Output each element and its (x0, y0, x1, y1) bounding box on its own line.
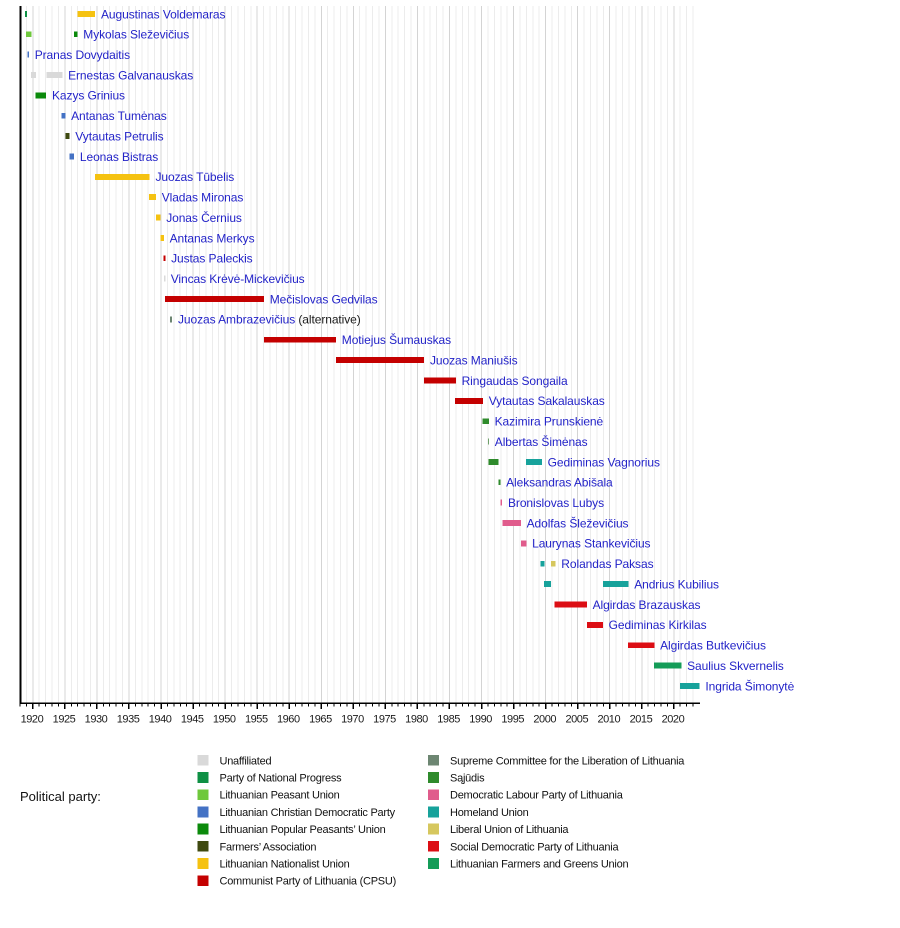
svg-text:Bronislovas Lubys: Bronislovas Lubys (508, 496, 604, 510)
svg-text:Supreme Committee for the Libe: Supreme Committee for the Liberation of … (450, 755, 685, 767)
svg-text:1975: 1975 (373, 713, 396, 725)
svg-text:Unaffiliated: Unaffiliated (220, 755, 272, 767)
svg-text:1960: 1960 (277, 713, 300, 725)
svg-text:Ernestas Galvanauskas: Ernestas Galvanauskas (68, 68, 193, 82)
svg-text:1990: 1990 (469, 713, 492, 725)
svg-text:Juozas Ambrazevičius (alternat: Juozas Ambrazevičius (alternative) (178, 313, 361, 327)
svg-text:Ringaudas Songaila: Ringaudas Songaila (462, 374, 568, 388)
svg-text:1945: 1945 (181, 713, 204, 725)
svg-text:Mečislovas Gedvilas: Mečislovas Gedvilas (270, 292, 378, 306)
svg-text:Juozas Maniušis: Juozas Maniušis (430, 353, 518, 367)
svg-text:Antanas Merkys: Antanas Merkys (170, 231, 255, 245)
svg-text:1950: 1950 (213, 713, 236, 725)
svg-text:Political party:: Political party: (20, 789, 101, 804)
svg-text:Kazys Grinius: Kazys Grinius (52, 89, 125, 103)
svg-text:Vladas Mironas: Vladas Mironas (162, 191, 244, 205)
svg-text:Motiejus Šumauskas: Motiejus Šumauskas (342, 332, 451, 347)
svg-text:Juozas Tūbelis: Juozas Tūbelis (156, 170, 235, 184)
svg-text:Party of National Progress: Party of National Progress (220, 772, 343, 784)
svg-text:Jonas Černius: Jonas Černius (166, 210, 242, 225)
svg-text:Rolandas Paksas: Rolandas Paksas (561, 557, 653, 571)
svg-text:1980: 1980 (405, 713, 428, 725)
svg-text:Farmers’ Association: Farmers’ Association (220, 841, 317, 853)
svg-text:2000: 2000 (533, 713, 556, 725)
svg-text:1935: 1935 (117, 713, 140, 725)
svg-text:Algirdas Butkevičius: Algirdas Butkevičius (660, 639, 766, 653)
svg-text:1925: 1925 (53, 713, 76, 725)
svg-text:2020: 2020 (662, 713, 685, 725)
svg-text:Lithuanian Peasant Union: Lithuanian Peasant Union (220, 790, 340, 802)
svg-text:2005: 2005 (565, 713, 588, 725)
svg-text:1955: 1955 (245, 713, 268, 725)
svg-text:1965: 1965 (309, 713, 332, 725)
svg-text:1930: 1930 (85, 713, 108, 725)
svg-text:2015: 2015 (630, 713, 653, 725)
svg-text:Andrius Kubilius: Andrius Kubilius (634, 577, 719, 591)
svg-text:Democratic Labour Party of Lit: Democratic Labour Party of Lithuania (450, 790, 624, 802)
svg-text:Lithuanian Nationalist Union: Lithuanian Nationalist Union (220, 858, 350, 870)
svg-text:Albertas Šimėnas: Albertas Šimėnas (495, 434, 588, 449)
svg-text:Sąjūdis: Sąjūdis (450, 772, 485, 784)
svg-text:Ingrida Šimonytė: Ingrida Šimonytė (705, 678, 794, 693)
svg-text:1940: 1940 (149, 713, 172, 725)
svg-text:Lithuanian Christian Democrati: Lithuanian Christian Democratic Party (220, 807, 396, 819)
svg-text:Kazimira Prunskienė: Kazimira Prunskienė (495, 415, 604, 429)
svg-text:Vincas Krėvė-Mickevičius: Vincas Krėvė-Mickevičius (171, 272, 305, 286)
svg-text:Algirdas Brazauskas: Algirdas Brazauskas (593, 598, 701, 612)
svg-text:Saulius Skvernelis: Saulius Skvernelis (687, 659, 784, 673)
svg-text:Social Democratic Party of Lit: Social Democratic Party of Lithuania (450, 841, 619, 853)
svg-text:Augustinas Voldemaras: Augustinas Voldemaras (101, 7, 225, 21)
svg-text:1920: 1920 (21, 713, 44, 725)
svg-text:1970: 1970 (341, 713, 364, 725)
svg-text:Leonas Bistras: Leonas Bistras (80, 150, 158, 164)
svg-text:Laurynas Stankevičius: Laurynas Stankevičius (532, 537, 650, 551)
svg-text:Gediminas Vagnorius: Gediminas Vagnorius (548, 455, 660, 469)
svg-text:Lithuanian Popular Peasants’ U: Lithuanian Popular Peasants’ Union (220, 824, 386, 836)
svg-text:Liberal Union of Lithuania: Liberal Union of Lithuania (450, 824, 569, 836)
svg-text:Homeland Union: Homeland Union (450, 807, 529, 819)
svg-text:Vytautas Petrulis: Vytautas Petrulis (75, 129, 163, 143)
svg-text:1995: 1995 (501, 713, 524, 725)
svg-text:Justas Paleckis: Justas Paleckis (171, 252, 253, 266)
svg-text:2010: 2010 (597, 713, 620, 725)
svg-text:Gediminas Kirkilas: Gediminas Kirkilas (609, 618, 707, 632)
svg-text:Aleksandras Abišala: Aleksandras Abišala (506, 476, 613, 490)
svg-text:1985: 1985 (437, 713, 460, 725)
svg-text:Lithuanian Farmers and Greens: Lithuanian Farmers and Greens Union (450, 858, 628, 870)
svg-text:Antanas Tumėnas: Antanas Tumėnas (71, 109, 167, 123)
svg-text:Vytautas Sakalauskas: Vytautas Sakalauskas (489, 394, 605, 408)
svg-text:Adolfas Šleževičius: Adolfas Šleževičius (527, 515, 629, 530)
svg-text:Pranas Dovydaitis: Pranas Dovydaitis (35, 48, 130, 62)
svg-text:Communist Party of Lithuania (: Communist Party of Lithuania (CPSU) (220, 876, 396, 888)
svg-text:Mykolas Sleževičius: Mykolas Sleževičius (83, 28, 189, 42)
